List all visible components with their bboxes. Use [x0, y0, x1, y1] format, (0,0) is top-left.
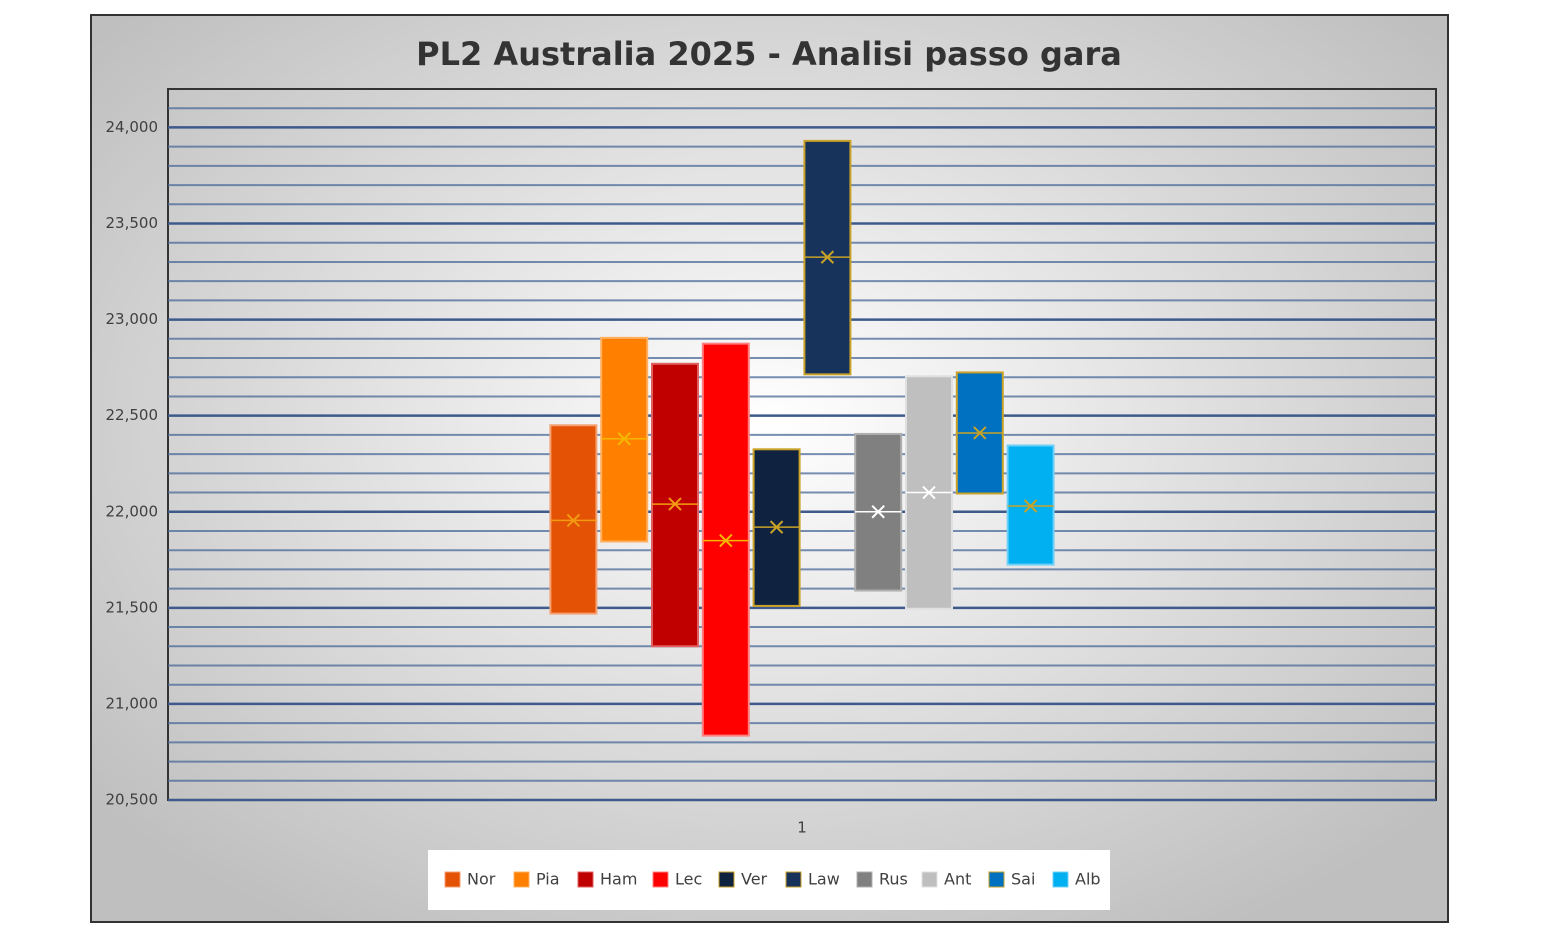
legend-label: Sai [1011, 870, 1035, 889]
y-tick-label: 24,000 [106, 118, 159, 136]
x-tick-label: 1 [797, 819, 807, 837]
legend-label: Pia [536, 870, 560, 889]
legend-swatch [444, 871, 461, 888]
box [549, 424, 598, 615]
legend-label: Nor [467, 870, 496, 889]
y-tick-label: 23,500 [106, 214, 159, 232]
legend-label: Lec [675, 870, 702, 889]
legend-swatch [652, 871, 669, 888]
legend-label: Ver [741, 870, 768, 889]
mean-marker [668, 497, 682, 511]
legend-swatch [577, 871, 594, 888]
legend-swatch [1052, 871, 1069, 888]
legend-swatch [785, 871, 802, 888]
legend-swatch [988, 871, 1005, 888]
y-tick-label: 23,000 [106, 310, 159, 328]
mean-marker [1023, 499, 1038, 513]
mean-marker [820, 250, 835, 264]
mean-marker [922, 485, 936, 500]
legend-label: Law [808, 870, 840, 889]
legend-label: Rus [879, 870, 908, 889]
legend-swatch [856, 871, 873, 888]
mean-marker [871, 505, 885, 519]
y-tick-label: 22,000 [106, 502, 159, 520]
legend-swatch [921, 871, 938, 888]
legend-label: Alb [1075, 870, 1101, 889]
mean-marker [769, 520, 784, 534]
y-tick-label: 21,500 [106, 598, 159, 616]
y-tick-label: 22,500 [106, 406, 159, 424]
legend-swatch [718, 871, 735, 888]
legend-label: Ant [944, 870, 971, 889]
legend-label: Ham [600, 870, 637, 889]
legend-swatch [513, 871, 530, 888]
y-tick-label: 20,500 [106, 791, 159, 809]
mean-marker [617, 432, 631, 446]
chart-title: PL2 Australia 2025 - Analisi passo gara [416, 35, 1122, 73]
y-tick-label: 21,000 [106, 694, 159, 712]
mean-marker [973, 426, 987, 440]
legend [428, 850, 1110, 910]
mean-marker [719, 533, 733, 548]
mean-marker [566, 513, 581, 528]
